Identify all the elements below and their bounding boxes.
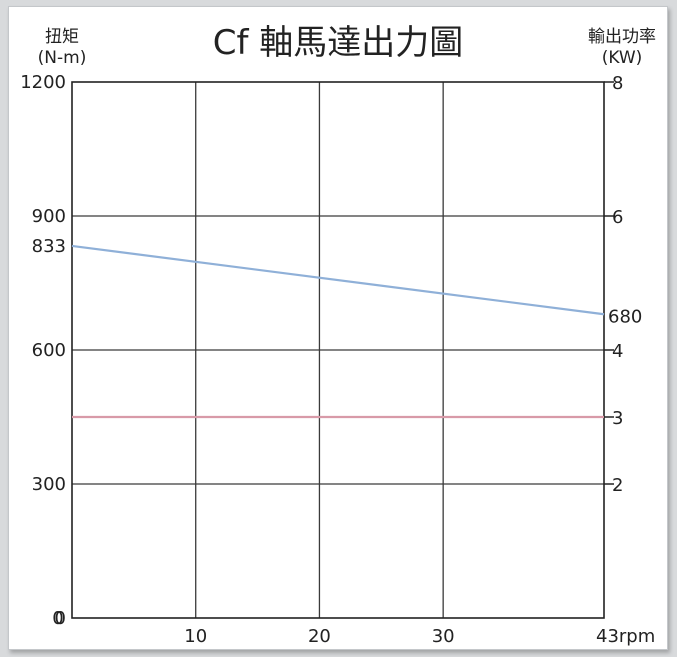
y-right-tick-label: 8 xyxy=(612,73,623,94)
x-tick-label: 30 xyxy=(432,626,455,647)
x-tick-label: 10 xyxy=(184,626,207,647)
x-tick-label: 43rpm xyxy=(596,626,655,647)
y-left-tick-label: 900 xyxy=(32,206,66,227)
x-tick-label: 0 xyxy=(52,608,63,629)
y-right-tick-label: 4 xyxy=(612,341,623,362)
grid xyxy=(71,81,614,619)
left-axis-title: 扭矩 xyxy=(45,27,79,47)
y-right-tick-label: 2 xyxy=(612,475,623,496)
x-tick-label: 20 xyxy=(308,626,331,647)
y-right-extra-label: 3 xyxy=(612,408,623,429)
y-right-tick-label: 6 xyxy=(612,207,623,228)
y-left-tick-label: 300 xyxy=(32,474,66,495)
right-axis-unit: (KW) xyxy=(602,48,643,68)
series-line-left xyxy=(71,244,605,316)
y-left-tick-label: 0 xyxy=(55,608,66,629)
chart-frame xyxy=(8,6,668,650)
end-value-label: 680 xyxy=(608,306,642,327)
y-left-tick-label: 1200 xyxy=(20,72,66,93)
right-axis-title: 輸出功率 xyxy=(588,27,656,47)
y-left-tick-label: 600 xyxy=(32,340,66,361)
y-left-extra-label: 833 xyxy=(32,236,66,257)
left-axis-unit: (N-m) xyxy=(38,48,87,68)
series-group xyxy=(71,244,605,419)
chart-title: Cf 軸馬達出力圖 xyxy=(213,23,464,63)
